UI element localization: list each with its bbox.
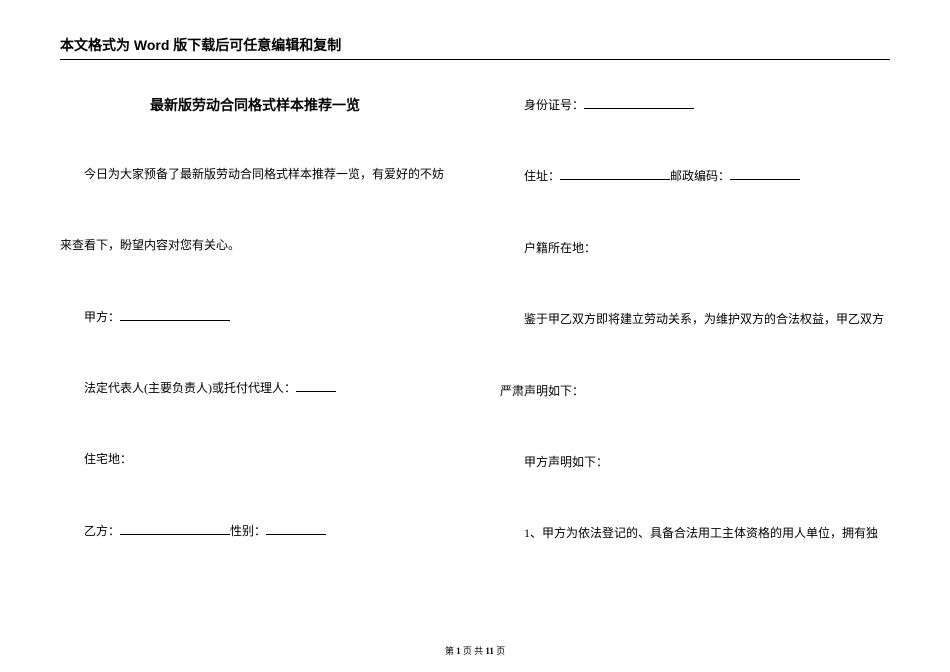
intro-line-1: 今日为大家预备了最新版劳动合同格式样本推荐一览，有爱好的不妨 (60, 161, 450, 187)
party-a-blank (120, 307, 230, 321)
postal-label: 邮政编码： (670, 169, 730, 183)
party-b-blank (120, 521, 230, 535)
address-blank (560, 166, 670, 180)
footer-middle: 页 共 (461, 646, 486, 656)
right-column: 身份证号： 住址： 邮政编码： 户籍所在地： 鉴于甲乙双方即将建立劳动关系，为维护… (500, 80, 890, 592)
left-column: 最新版劳动合同格式样本推荐一览 今日为大家预备了最新版劳动合同格式样本推荐一览，… (60, 80, 450, 592)
hukou-label: 户籍所在地： (524, 241, 596, 255)
clause-relation: 鉴于甲乙双方即将建立劳动关系，为维护双方的合法权益，甲乙双方 (500, 306, 890, 332)
clause-item-1: 1、甲方为依法登记的、具备合法用工主体资格的用人单位，拥有独 (500, 520, 890, 546)
id-blank (584, 95, 694, 109)
intro-line-2: 来查看下，盼望内容对您有关心。 (60, 232, 450, 258)
document-title: 最新版劳动合同格式样本推荐一览 (60, 90, 450, 121)
party-b-label: 乙方： (84, 524, 120, 538)
footer-prefix: 第 (445, 646, 456, 656)
legal-rep-label: 法定代表人(主要负责人)或托付代理人： (84, 381, 296, 395)
address-field: 住址： 邮政编码： (500, 163, 890, 189)
id-field: 身份证号： (500, 92, 890, 118)
hukou-field: 户籍所在地： (500, 235, 890, 261)
page-header: 本文格式为 Word 版下载后可任意编辑和复制 (60, 35, 890, 60)
id-label: 身份证号： (524, 98, 584, 112)
gender-blank (266, 521, 326, 535)
party-a-field: 甲方： (60, 304, 450, 330)
gender-label: 性别： (230, 524, 266, 538)
legal-rep-field: 法定代表人(主要负责人)或托付代理人： (60, 375, 450, 401)
footer-total: 11 (485, 646, 494, 656)
party-b-field: 乙方： 性别： (60, 518, 450, 544)
clause-party-a-declare: 甲方声明如下： (500, 449, 890, 475)
residence-label: 住宅地： (84, 452, 132, 466)
postal-blank (730, 166, 800, 180)
page-footer: 第 1 页 共 11 页 (0, 644, 950, 657)
footer-suffix: 页 (494, 646, 505, 656)
content-columns: 最新版劳动合同格式样本推荐一览 今日为大家预备了最新版劳动合同格式样本推荐一览，… (60, 80, 890, 592)
clause-declare: 严肃声明如下： (500, 378, 890, 404)
party-a-label: 甲方： (84, 310, 120, 324)
residence-field: 住宅地： (60, 446, 450, 472)
address-label: 住址： (524, 169, 560, 183)
legal-rep-blank (296, 378, 336, 392)
